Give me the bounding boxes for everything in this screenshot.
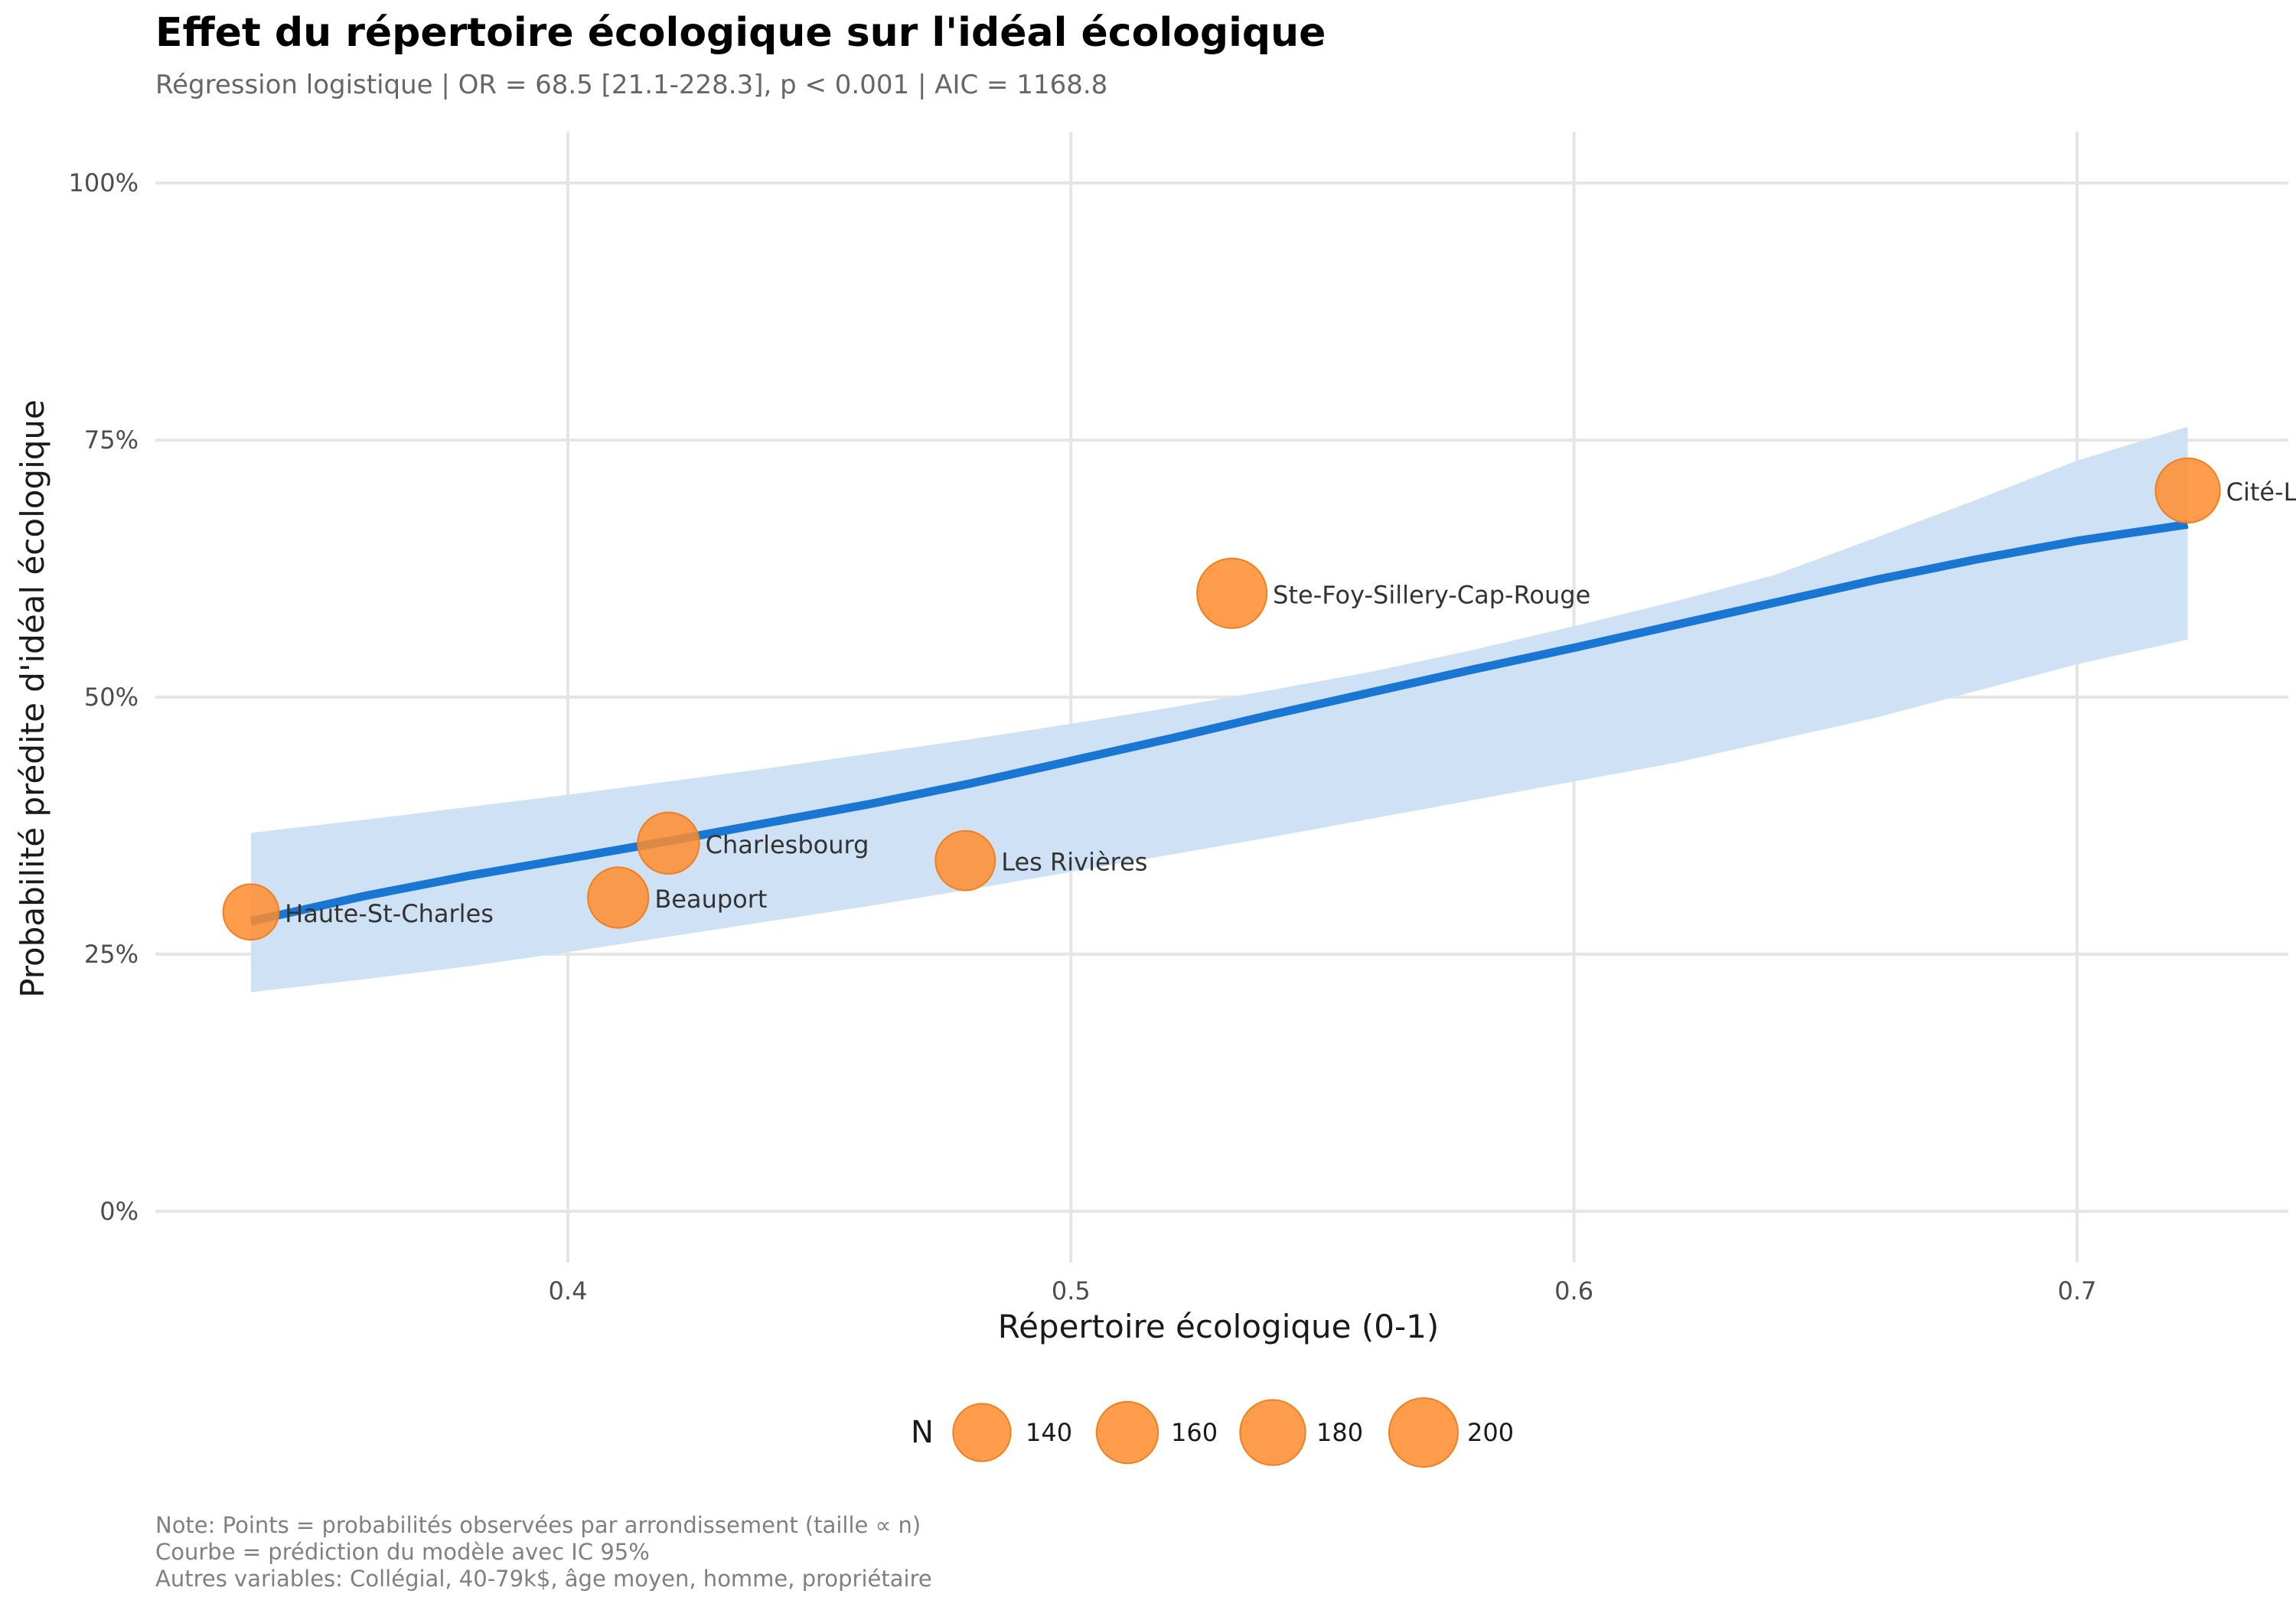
point-labels: Haute-St-Charles Beauport Charlesbourg Les … bbox=[285, 478, 2296, 928]
data-point bbox=[222, 883, 280, 941]
chart-subtitle: Régression logistique | OR = 68.5 [21.1-… bbox=[155, 70, 1107, 100]
point-label: Cité-L bbox=[2226, 478, 2296, 507]
x-tick-label: 0.7 bbox=[2057, 1276, 2096, 1305]
legend-title: N bbox=[911, 1415, 934, 1450]
grid bbox=[155, 132, 2288, 1263]
data-point bbox=[1196, 557, 1268, 629]
legend-swatch bbox=[1239, 1399, 1306, 1466]
y-axis-ticks: 0% 25% 50% 75% 100% bbox=[69, 168, 139, 1226]
caption-line-3: Autres variables: Collégial, 40-79k$, âg… bbox=[155, 1566, 932, 1592]
data-point bbox=[934, 830, 996, 892]
legend-swatch bbox=[1388, 1397, 1459, 1468]
caption-line-1: Note: Points = probabilités observées pa… bbox=[155, 1512, 921, 1538]
point-label: Les Rivières bbox=[1001, 848, 1147, 877]
point-label: Haute-St-Charles bbox=[285, 899, 494, 928]
legend-swatch bbox=[1095, 1400, 1159, 1465]
y-tick-label: 100% bbox=[69, 168, 139, 197]
x-tick-label: 0.5 bbox=[1052, 1276, 1091, 1305]
y-tick-label: 50% bbox=[84, 683, 139, 712]
data-point bbox=[637, 811, 700, 875]
x-tick-label: 0.6 bbox=[1554, 1276, 1593, 1305]
size-legend: N 140 160 180 200 bbox=[911, 1397, 1514, 1468]
y-tick-label: 0% bbox=[99, 1197, 139, 1226]
legend-swatch bbox=[952, 1403, 1012, 1462]
legend-label: 160 bbox=[1171, 1418, 1218, 1447]
point-label: Charlesbourg bbox=[706, 830, 869, 859]
x-axis-ticks: 0.4 0.5 0.6 0.7 bbox=[549, 1276, 2097, 1305]
prediction-curve bbox=[249, 520, 2189, 926]
legend-label: 140 bbox=[1026, 1418, 1072, 1447]
y-axis-title: Probabilité prédite d'idéal écologique bbox=[14, 399, 51, 998]
point-label: Ste-Foy-Sillery-Cap-Rouge bbox=[1273, 580, 1590, 609]
confidence-band bbox=[250, 426, 2188, 993]
chart-title: Effet du répertoire écologique sur l'idé… bbox=[155, 10, 1326, 56]
legend-label: 180 bbox=[1316, 1418, 1363, 1447]
x-axis-title: Répertoire écologique (0-1) bbox=[998, 1308, 1439, 1345]
legend-label: 200 bbox=[1467, 1418, 1514, 1447]
point-label: Beauport bbox=[654, 885, 767, 914]
data-points bbox=[222, 457, 2221, 941]
data-point bbox=[587, 866, 650, 929]
caption-line-2: Courbe = prédiction du modèle avec IC 95… bbox=[155, 1539, 650, 1565]
data-point bbox=[2154, 457, 2221, 523]
y-tick-label: 75% bbox=[84, 425, 139, 455]
y-tick-label: 25% bbox=[84, 940, 139, 969]
x-tick-label: 0.4 bbox=[549, 1276, 588, 1305]
